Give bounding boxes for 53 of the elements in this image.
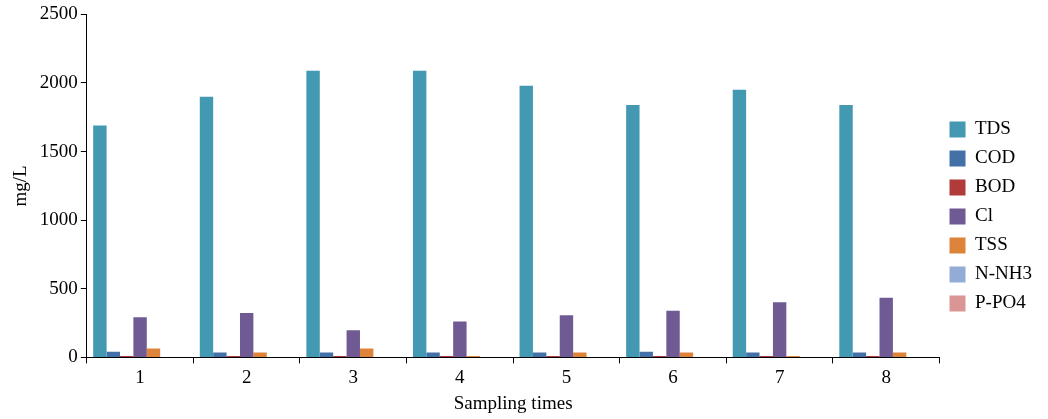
y-axis-title: mg/L: [9, 165, 31, 207]
bar: [679, 352, 694, 357]
bar: [839, 104, 853, 357]
bar: [359, 348, 374, 357]
legend-label: BOD: [975, 175, 1016, 197]
bar: [746, 352, 760, 357]
x-tick-label: 7: [774, 365, 785, 387]
bar: [772, 302, 787, 357]
x-tick-label: 2: [241, 365, 252, 387]
bar: [346, 330, 360, 357]
bar: [253, 352, 267, 357]
bar: [639, 351, 653, 357]
legend-label: Cl: [975, 204, 993, 226]
bar: [239, 312, 254, 357]
x-tick-label: 1: [135, 365, 145, 387]
bar: [93, 125, 107, 357]
bar: [666, 310, 680, 357]
bar: [146, 348, 161, 357]
bar: [133, 317, 147, 357]
bar: [199, 96, 214, 357]
x-tick-label: 8: [881, 365, 891, 387]
x-tick-label: 6: [668, 365, 678, 387]
bar: [879, 297, 893, 357]
bar: [852, 352, 867, 357]
bar: [573, 352, 587, 357]
x-tick-label: 3: [348, 365, 359, 387]
y-tick-label: 0: [68, 345, 78, 367]
legend-label: TDS: [975, 117, 1011, 139]
bar: [426, 352, 440, 357]
x-axis-title: Sampling times: [453, 391, 573, 413]
y-tick-label: 2500: [39, 2, 78, 24]
y-tick-label: 1500: [39, 139, 78, 161]
bar: [213, 352, 227, 357]
x-tick-label: 5: [561, 365, 572, 387]
y-tick-label: 2000: [39, 70, 78, 92]
bar: [732, 89, 747, 357]
bar: [532, 352, 547, 357]
bar: [306, 70, 320, 357]
legend-label: TSS: [975, 233, 1008, 255]
legend-label: N-NH3: [975, 262, 1033, 284]
bar: [892, 352, 907, 357]
bar: [106, 351, 120, 357]
legend-label: P-PO4: [975, 291, 1027, 313]
bar: [626, 104, 640, 357]
bar: [453, 321, 467, 357]
legend-label: COD: [975, 146, 1016, 168]
bar: [559, 315, 574, 357]
x-tick-label: 4: [455, 365, 466, 387]
y-tick-label: 1000: [39, 208, 78, 230]
y-tick-label: 500: [49, 276, 78, 298]
bar: [519, 85, 533, 357]
bar: [412, 70, 427, 357]
bar: [319, 352, 334, 357]
